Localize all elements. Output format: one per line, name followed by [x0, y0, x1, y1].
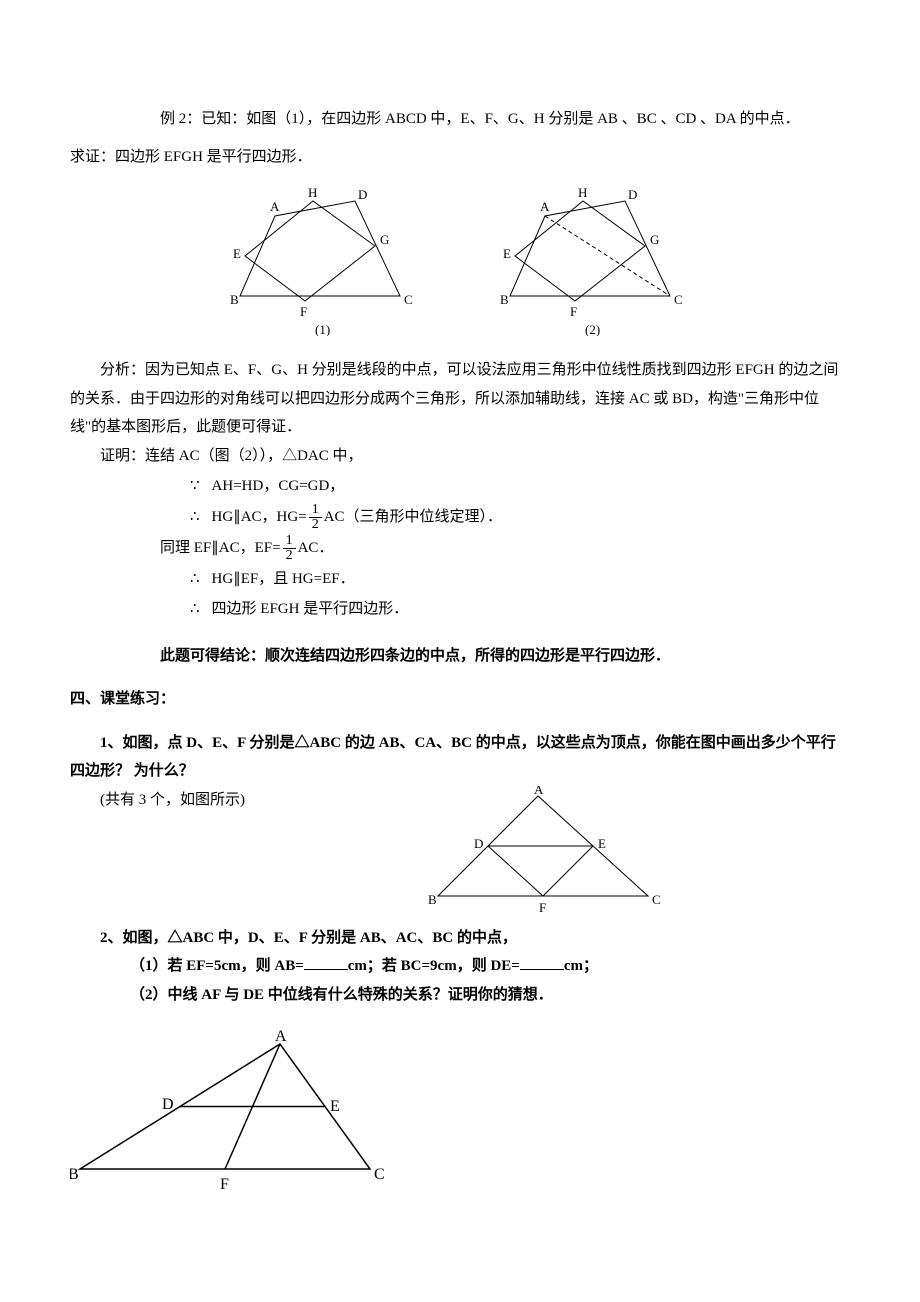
q2-part1-c: cm； — [564, 958, 598, 974]
caption-1: (1) — [315, 322, 330, 336]
blank-1 — [304, 954, 348, 970]
proof-line-4a: 同理 EF∥AC，EF= — [160, 534, 281, 563]
blank-2 — [520, 954, 564, 970]
label-E: E — [233, 246, 241, 261]
q1-label-A: A — [534, 786, 544, 797]
q1-label-C: C — [652, 892, 661, 907]
label-D: D — [358, 187, 367, 202]
question-2: 2、如图，△ABC 中，D、E、F 分别是 AB、AC、BC 的中点， — [70, 924, 850, 953]
because-symbol: ∵ — [190, 472, 200, 501]
label-C2: C — [674, 292, 683, 307]
figure-q1: A B C D E F — [428, 786, 668, 916]
label-F2: F — [570, 304, 577, 319]
figure-row-1: A B C D E F G H (1) A B C — [70, 186, 850, 336]
label-G2: G — [650, 232, 659, 247]
caption-2: (2) — [585, 322, 600, 336]
frac-den: 2 — [309, 518, 322, 532]
fraction-2: 12 — [283, 534, 296, 563]
q2-label-B: B — [70, 1166, 79, 1183]
label-A: A — [270, 199, 280, 214]
example2-title: 例 2：已知：如图（1），在四边形 ABCD 中，E、F、G、H 分别是 AB … — [70, 105, 850, 134]
fraction-1: 12 — [309, 503, 322, 532]
conclusion-text: 此题可得结论：顺次连结四边形四条边的中点，所得的四边形是平行四边形． — [70, 642, 850, 671]
label-D2: D — [628, 187, 637, 202]
label-B: B — [230, 292, 239, 307]
section4-heading: 四、课堂练习： — [70, 685, 850, 714]
proof-line-5: HG∥EF，且 HG=EF． — [212, 565, 355, 594]
proof-line-2: AH=HD，CG=GD， — [212, 472, 345, 501]
therefore-symbol-1: ∴ — [190, 503, 200, 532]
q2-label-C: C — [374, 1166, 385, 1183]
figure-q2: A B C D E F — [70, 1029, 390, 1199]
proof-line-3b: AC（三角形中位线定理）． — [324, 503, 502, 532]
figure-2: A B C D E F G H (2) — [500, 186, 690, 336]
analysis-text: 分析：因为已知点 E、F、G、H 分别是线段的中点，可以设法应用三角形中位线性质… — [70, 356, 850, 442]
q1-label-E: E — [598, 836, 606, 851]
frac-den-2: 2 — [283, 549, 296, 563]
q1-label-D: D — [474, 836, 483, 851]
therefore-symbol-2: ∴ — [190, 565, 200, 594]
label-H: H — [308, 186, 317, 200]
label-C: C — [404, 292, 413, 307]
label-G: G — [380, 232, 389, 247]
frac-num: 1 — [309, 503, 322, 518]
q2-part1-a: （1）若 EF=5cm，则 AB= — [130, 958, 304, 974]
q2-part2: （2）中线 AF 与 DE 中位线有什么特殊的关系？证明你的猜想． — [70, 981, 850, 1010]
label-B2: B — [500, 292, 509, 307]
proof-line-1: 连结 AC（图（2）），△DAC 中， — [145, 448, 363, 464]
label-F: F — [300, 304, 307, 319]
label-E2: E — [503, 246, 511, 261]
label-A2: A — [540, 199, 550, 214]
example2-prove: 求证：四边形 EFGH 是平行四边形． — [70, 143, 850, 172]
frac-num-2: 1 — [283, 534, 296, 549]
label-H2: H — [578, 186, 587, 200]
proof-label: 证明： — [100, 448, 145, 464]
q1-label-B: B — [428, 892, 437, 907]
q2-label-D: D — [162, 1096, 174, 1113]
q2-part1-b: cm；若 BC=9cm，则 DE= — [348, 958, 520, 974]
q2-label-F: F — [220, 1176, 229, 1193]
q2-label-A: A — [275, 1029, 287, 1045]
q1-label-F: F — [539, 900, 546, 915]
question-1-answer: (共有 3 个，如图所示) — [70, 786, 245, 815]
therefore-symbol-3: ∴ — [190, 595, 200, 624]
proof-line-6: 四边形 EFGH 是平行四边形． — [212, 595, 409, 624]
figure-1: A B C D E F G H (1) — [230, 186, 420, 336]
proof-line-3a: HG∥AC，HG= — [212, 503, 307, 532]
proof-line-4b: AC． — [298, 534, 334, 563]
question-1: 1、如图，点 D、E、F 分别是△ABC 的边 AB、CA、BC 的中点，以这些… — [70, 729, 850, 786]
q2-label-E: E — [330, 1098, 340, 1115]
